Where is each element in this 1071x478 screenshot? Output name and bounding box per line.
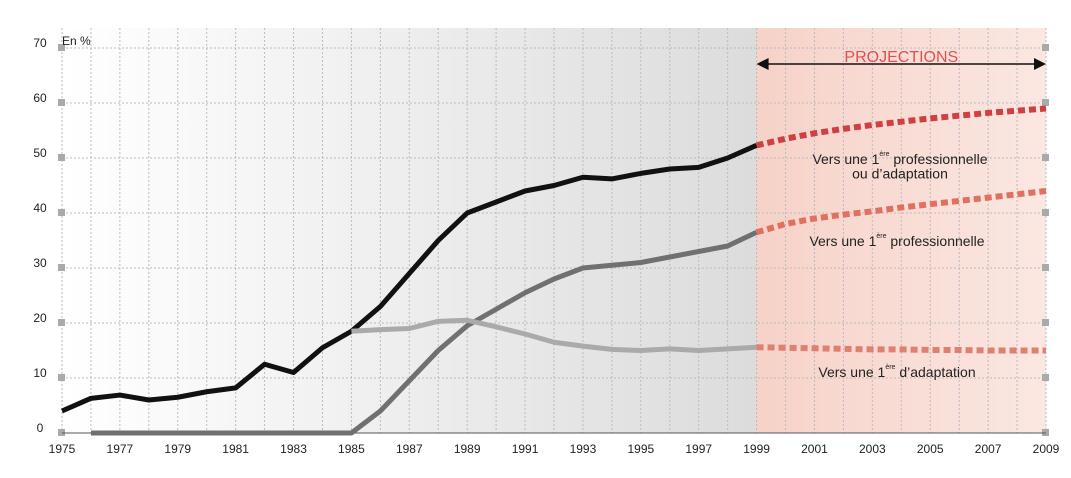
- x-tick-label: 1991: [512, 442, 539, 456]
- x-tick-label: 1981: [222, 442, 249, 456]
- annotation: Vers une 1ère d’adaptation: [818, 364, 975, 380]
- tick-marker: [1042, 99, 1049, 106]
- tick-marker: [58, 44, 65, 51]
- annotation-part: ère: [885, 364, 895, 371]
- annotation-part: ère: [876, 233, 886, 240]
- annotation: Vers une 1ère professionnelle: [812, 151, 987, 167]
- x-tick-label: 1995: [627, 442, 654, 456]
- arrow-head: [756, 58, 769, 70]
- x-tick-label: 2009: [1033, 442, 1060, 456]
- y-tick-label: 70: [33, 36, 47, 50]
- annotation: Vers une 1ère professionnelle: [809, 233, 984, 249]
- y-tick-label: 30: [33, 256, 47, 270]
- annotation-part: professionnelle: [887, 233, 985, 249]
- arrow-head: [1034, 58, 1046, 70]
- tick-marker: [1042, 374, 1049, 381]
- x-tick-label: 1985: [338, 442, 365, 456]
- tick-marker: [58, 154, 65, 161]
- series-line: [756, 344, 1046, 354]
- series-line: [60, 143, 758, 414]
- x-tick-label: 1989: [454, 442, 481, 456]
- x-tick-label: 2005: [917, 442, 944, 456]
- series-line: [90, 229, 758, 436]
- x-tick-label: 2003: [859, 442, 886, 456]
- series-line: [755, 105, 1047, 149]
- annotation-part: Vers une 1: [809, 233, 876, 249]
- annotation-part: Vers une 1: [812, 151, 879, 167]
- y-tick-label: 10: [33, 366, 47, 380]
- x-tick-label: 1983: [280, 442, 307, 456]
- tick-marker: [58, 319, 65, 326]
- annotation-part: d’adaptation: [895, 364, 975, 380]
- annotation-part: ère: [879, 151, 889, 158]
- tick-marker: [1042, 154, 1049, 161]
- tick-marker: [58, 264, 65, 271]
- annotation-part: Vers une 1: [818, 364, 885, 380]
- y-tick-label: 50: [33, 146, 47, 160]
- projection-label: PROJECTIONS: [844, 49, 958, 66]
- tick-marker: [58, 429, 65, 436]
- annotation-line2: ou d’adaptation: [852, 166, 948, 182]
- series-line: [755, 188, 1047, 236]
- x-tick-label: 2001: [801, 442, 828, 456]
- x-tick-label: 1997: [685, 442, 712, 456]
- y-tick-label: 0: [37, 421, 44, 435]
- x-tick-label: 2007: [975, 442, 1002, 456]
- y-unit-label: En %: [62, 34, 91, 48]
- tick-marker: [1042, 44, 1049, 51]
- tick-marker: [58, 374, 65, 381]
- annotation-part: professionnelle: [890, 151, 988, 167]
- y-tick-label: 40: [33, 201, 47, 215]
- x-tick-label: 1999: [743, 442, 770, 456]
- tick-marker: [58, 99, 65, 106]
- x-tick-label: 1993: [570, 442, 597, 456]
- x-tick-label: 1979: [164, 442, 191, 456]
- series-line: [351, 317, 757, 353]
- tick-marker: [1042, 209, 1049, 216]
- y-tick-label: 60: [33, 91, 47, 105]
- tick-marker: [1042, 264, 1049, 271]
- tick-marker: [1042, 319, 1049, 326]
- x-tick-label: 1987: [396, 442, 423, 456]
- y-tick-label: 20: [33, 311, 47, 325]
- x-tick-label: 1977: [107, 442, 134, 456]
- tick-marker: [58, 209, 65, 216]
- x-tick-label: 1975: [49, 442, 76, 456]
